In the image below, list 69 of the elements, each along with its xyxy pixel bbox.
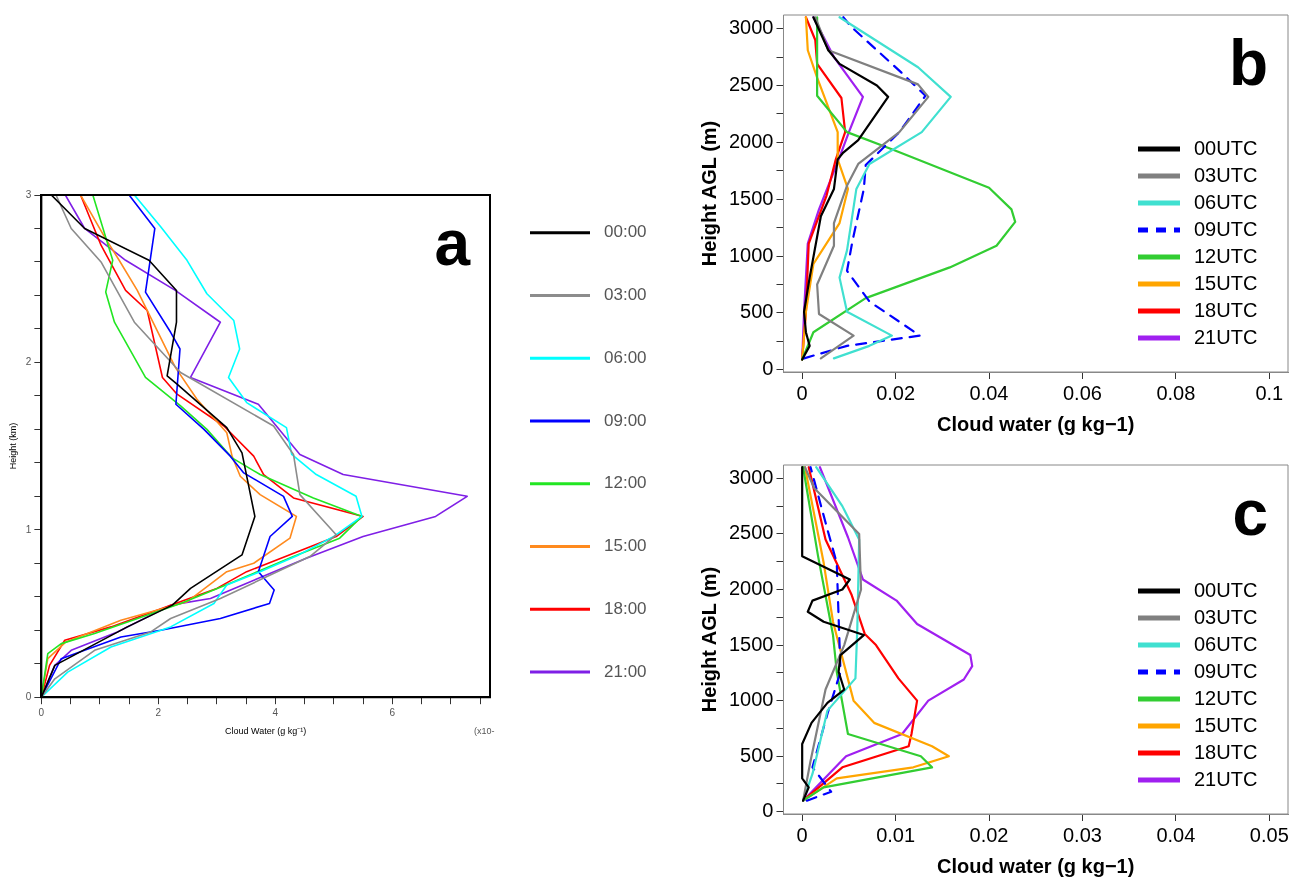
x-tick-label: 0.03 — [1062, 823, 1102, 846]
x-tick-label: 0.1 — [1255, 381, 1284, 404]
y-tick-label: 2500 — [728, 521, 774, 544]
legend-label: 12UTC — [1194, 686, 1258, 709]
annotation: c — [1232, 476, 1268, 549]
y-tick-label: 500 — [740, 300, 774, 323]
x-tick-label: 0.06 — [1062, 381, 1102, 404]
x-tick-label: 6 — [389, 706, 396, 718]
y-tick-label: 0 — [762, 799, 774, 822]
annotation: a — [434, 206, 471, 279]
x-tick-label: 0.01 — [876, 823, 916, 846]
legend-label: 09UTC — [1194, 659, 1258, 682]
x-axis-title: Cloud Water (g kg⁻¹) — [225, 726, 307, 737]
y-tick-label: 3000 — [728, 16, 774, 39]
y-tick-label: 3 — [25, 188, 32, 200]
y-tick-label: 1500 — [728, 186, 774, 209]
x-tick-label: 0 — [796, 381, 808, 404]
y-axis-title: Height (km) — [7, 422, 18, 470]
x-tick-label: 0.04 — [969, 381, 1009, 404]
legend-label: 18UTC — [1194, 740, 1258, 763]
x-tick-label: 2 — [155, 706, 162, 718]
y-tick-label: 1 — [25, 523, 32, 535]
legend-label: 15UTC — [1194, 271, 1258, 294]
text: (x10- — [474, 726, 495, 737]
y-tick-label: 1000 — [728, 243, 774, 266]
legend-label: 15UTC — [1194, 713, 1258, 736]
y-tick-label: 500 — [740, 743, 774, 766]
legend-label: 09:00 — [604, 410, 647, 430]
legend-label: 06:00 — [604, 347, 647, 367]
x-tick-label: 0 — [38, 706, 45, 718]
x-axis-title: Cloud water (g kg−1) — [937, 854, 1135, 877]
legend-label: 06UTC — [1194, 632, 1258, 655]
x-tick-label: 4 — [272, 706, 279, 718]
annotation: b — [1228, 26, 1268, 99]
legend-label: 15:00 — [604, 536, 647, 556]
legend-label: 00UTC — [1194, 136, 1258, 159]
legend-label: 21:00 — [604, 661, 647, 681]
legend-label: 03UTC — [1194, 605, 1258, 628]
legend-label: 09UTC — [1194, 217, 1258, 240]
legend-label: 21UTC — [1194, 325, 1258, 348]
x-tick-label: 0.05 — [1249, 823, 1289, 846]
legend-label: 03UTC — [1194, 163, 1258, 186]
y-axis-title: Height AGL (m) — [697, 566, 720, 713]
y-axis-title: Height AGL (m) — [697, 120, 720, 267]
legend-label: 12:00 — [604, 473, 647, 493]
x-axis-title: Cloud water (g kg−1) — [937, 412, 1135, 435]
legend-label: 18UTC — [1194, 298, 1258, 321]
y-tick-label: 1500 — [728, 632, 774, 655]
x-tick-label: 0 — [796, 823, 808, 846]
x-tick-label: 0.04 — [1156, 823, 1196, 846]
y-tick-label: 1000 — [728, 688, 774, 711]
legend-label: 06UTC — [1194, 190, 1258, 213]
legend-label: 12UTC — [1194, 244, 1258, 267]
y-tick-label: 3000 — [728, 465, 774, 488]
y-tick-label: 2000 — [728, 577, 774, 599]
x-tick-label: 0.02 — [876, 381, 916, 404]
x-tick-label: 0.08 — [1156, 381, 1196, 404]
y-tick-label: 2000 — [728, 129, 774, 152]
legend-label: 03:00 — [604, 285, 647, 305]
legend-label: 00UTC — [1194, 578, 1258, 601]
x-tick-label: 0.02 — [969, 823, 1009, 846]
legend-label: 18:00 — [604, 599, 647, 618]
y-tick-label: 2 — [25, 356, 32, 368]
y-tick-label: 0 — [762, 357, 774, 380]
legend-label: 00:00 — [604, 222, 647, 242]
legend-label: 21UTC — [1194, 767, 1258, 790]
y-tick-label: 2500 — [728, 73, 774, 96]
line-series — [805, 466, 842, 802]
y-tick-label: 0 — [25, 690, 32, 702]
